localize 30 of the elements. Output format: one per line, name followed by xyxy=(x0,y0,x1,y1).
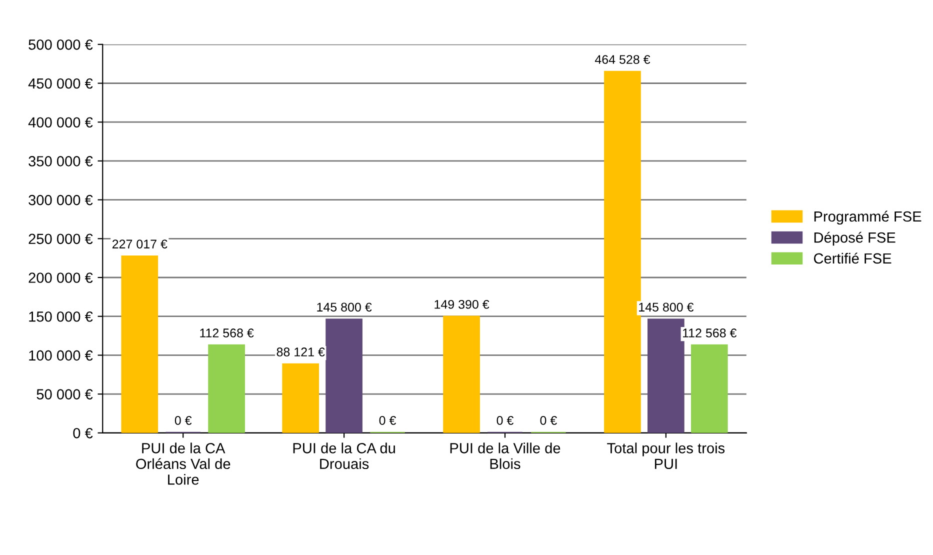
data-label: 149 390 € xyxy=(434,300,490,309)
data-label: 0 € xyxy=(379,416,396,425)
data-label: 145 800 € xyxy=(317,302,372,312)
y-tick-label: 300 000 € xyxy=(28,194,93,206)
legend-label: Programmé FSE xyxy=(814,210,922,225)
y-tick-label: 450 000 € xyxy=(28,78,93,89)
y-tick-label: 150 000 € xyxy=(29,311,93,322)
data-label: 112 568 € xyxy=(200,328,254,338)
x-tick-label: PUI de la CA Orléans Val de Loire xyxy=(136,442,230,485)
y-tick-label: 100 000 € xyxy=(29,350,93,361)
x-tick-label: Total pour les trois PUI xyxy=(607,442,725,470)
x-tick-label: PUI de la Ville de Blois xyxy=(450,442,560,470)
legend-label: Déposé FSE xyxy=(814,232,896,246)
legend-label: Certifié FSE xyxy=(814,252,892,264)
data-label: 0 € xyxy=(174,416,192,425)
y-tick-label: 500 000 € xyxy=(28,40,93,50)
data-label: 0 € xyxy=(496,416,514,425)
y-tick-label: 250 000 € xyxy=(28,234,93,244)
y-tick-label: 0 € xyxy=(73,428,93,438)
y-tick-label: 200 000 € xyxy=(28,272,93,283)
data-label: 88 121 € xyxy=(276,348,325,356)
data-label: 464 528 € xyxy=(594,55,650,64)
data-label: 227 017 € xyxy=(112,240,168,248)
x-tick-label: PUI de la CA du Drouais xyxy=(293,442,395,470)
y-tick-label: 50 000 € xyxy=(36,389,93,400)
data-label: 145 800 € xyxy=(639,302,694,312)
data-label: 112 568 € xyxy=(682,328,737,338)
data-label: 0 € xyxy=(540,416,557,425)
y-tick-label: 350 000 € xyxy=(28,156,93,166)
y-tick-label: 400 000 € xyxy=(28,117,93,128)
